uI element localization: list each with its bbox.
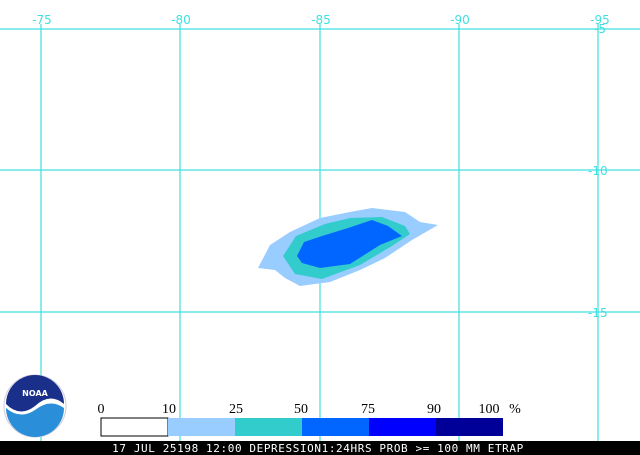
legend-label: 75 [361,402,375,417]
legend-label: 50 [294,402,308,417]
legend: 0 10 25 50 75 90 100 % [98,402,521,437]
legend-swatch [168,418,235,436]
lat-label: -15 [588,306,608,320]
logo-sea [6,403,64,437]
noaa-logo: NOAA [3,374,67,438]
lat-label: -10 [588,164,608,178]
footer-bar [0,441,640,455]
legend-swatch [100,417,169,437]
legend-swatch [235,418,302,436]
legend-unit: % [509,402,521,417]
prob-50 [297,220,402,268]
legend-label: 0 [98,402,105,417]
footer-text: 17 JUL 25198 12:00 DEPRESSION1:24HRS PRO… [112,442,524,455]
lon-label: -80 [171,13,191,27]
lat-label: -5 [594,22,606,36]
legend-label: 10 [162,402,176,417]
legend-label: 100 [479,402,500,417]
grid [0,24,640,441]
probability-field [258,208,438,286]
legend-swatch [369,418,436,436]
lon-label: -75 [32,13,52,27]
lon-label: -85 [311,13,331,27]
legend-label: 90 [427,402,441,417]
logo-sky [6,375,64,412]
legend-swatch [436,418,503,436]
legend-swatch [302,418,369,436]
latitude-labels: -5 -10 -15 [588,22,608,320]
legend-label: 25 [229,402,243,417]
longitude-labels: -75 -80 -85 -90 -95 [32,13,610,27]
lon-label: -95 [590,13,610,27]
lon-label: -90 [450,13,470,27]
logo-text: NOAA [22,389,48,398]
